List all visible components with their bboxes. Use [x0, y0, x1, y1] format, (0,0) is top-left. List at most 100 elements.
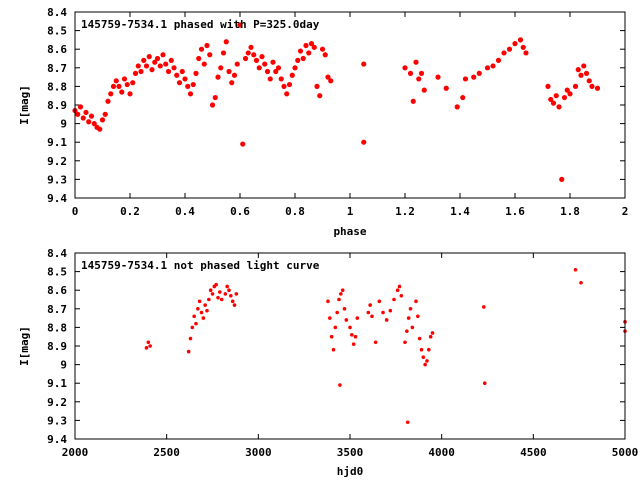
- unphased-data-point: [417, 336, 422, 341]
- unphased-data-point: [196, 307, 200, 311]
- phased-data-point: [270, 59, 276, 65]
- phased-light-curve-chart: 0 0.2 0.4 0.6 0.8 1 1.2 1.4 1.6 1.8 2 8.4 8.5 8.6 8.7 8…: [18, 6, 628, 238]
- phased-data-point: [141, 57, 147, 63]
- unphased-data-point: [333, 325, 338, 330]
- unphased-data-point: [197, 299, 202, 304]
- phased-data-point: [319, 46, 326, 52]
- phased-data-point: [77, 104, 84, 110]
- phased-data-point: [143, 63, 150, 69]
- phased-data-point: [308, 41, 315, 47]
- phased-data-point: [105, 98, 111, 104]
- unphased-data-point: [225, 284, 229, 289]
- phased-x-tick-label: 2: [622, 205, 629, 218]
- unphased-y-tick-label: 8.9: [47, 340, 67, 353]
- unphased-y-axis-label: I[mag]: [18, 326, 31, 366]
- unphased-x-tick-label: 4500: [520, 446, 547, 459]
- phased-data-point: [517, 37, 524, 43]
- unphased-y-tick-label: 8.6: [47, 284, 67, 297]
- phased-data-point: [218, 65, 224, 71]
- unphased-data-point: [421, 355, 426, 359]
- unphased-data-point: [405, 420, 410, 425]
- unphased-data-point: [419, 347, 424, 352]
- unphased-data-point: [351, 342, 356, 346]
- unphased-data-point: [214, 282, 218, 287]
- unphased-x-tick-label: 3000: [245, 446, 272, 459]
- phased-data-point: [226, 68, 232, 75]
- phased-data-point: [193, 70, 199, 76]
- phased-y-tick-label: 9.2: [47, 155, 67, 168]
- phased-data-point: [108, 91, 114, 97]
- unphased-data-point: [230, 299, 235, 304]
- phased-data-point: [322, 52, 328, 58]
- phased-data-point: [567, 91, 573, 97]
- phased-y-tick-label: 9: [60, 118, 67, 131]
- phased-data-point: [295, 57, 301, 63]
- phased-data-point: [251, 52, 257, 58]
- phased-data-point: [418, 70, 425, 76]
- phased-data-point: [253, 57, 260, 63]
- phased-y-tick-label: 8.6: [47, 43, 67, 56]
- phased-data-point: [306, 50, 312, 56]
- unphased-data-point: [423, 362, 427, 367]
- unphased-data-point: [384, 318, 389, 322]
- unphased-data-point: [397, 284, 402, 289]
- phased-data-point: [207, 52, 213, 58]
- unphased-plot-frame: [74, 252, 626, 440]
- phased-data-point: [212, 94, 218, 101]
- phased-data-point: [209, 102, 216, 108]
- phased-data-point: [281, 83, 287, 89]
- phased-data-point: [512, 41, 518, 47]
- unphased-y-tick-label: 8.4: [47, 247, 67, 260]
- phased-data-point: [237, 22, 243, 28]
- unphased-x-tick-label: 4000: [428, 446, 455, 459]
- unphased-data-point: [342, 307, 347, 311]
- phased-data-point: [234, 61, 240, 67]
- phased-x-tick-label: 1.8: [560, 205, 580, 218]
- unphased-data-point: [146, 340, 151, 345]
- phased-data-point: [231, 72, 238, 78]
- phased-ticks: 0 0.2 0.4 0.6 0.8 1 1.2 1.4 1.6 1.8 2 8.4 8.5 8.6 8.7 8…: [47, 6, 628, 218]
- phased-data-point: [80, 115, 86, 121]
- unphased-data-point: [234, 292, 239, 296]
- phased-data-point: [545, 83, 551, 89]
- unphased-data-point: [201, 316, 206, 320]
- unphased-data-point: [399, 293, 404, 298]
- phased-x-tick-label: 0.2: [120, 205, 140, 218]
- phased-x-axis-label: phase: [333, 225, 366, 238]
- phased-data-point: [102, 111, 108, 117]
- unphased-points: [144, 267, 627, 425]
- unphased-data-point: [408, 307, 413, 311]
- phased-data-point: [490, 63, 496, 69]
- phased-data-point: [410, 98, 416, 104]
- phased-data-point: [506, 46, 513, 52]
- phased-data-point: [484, 65, 491, 71]
- phased-y-tick-label: 9.4: [47, 192, 67, 205]
- phased-data-point: [317, 93, 323, 99]
- unphased-y-tick-label: 8.7: [47, 303, 67, 316]
- unphased-y-tick-label: 9.1: [47, 377, 67, 390]
- unphased-data-point: [482, 381, 487, 386]
- phased-data-point: [163, 61, 169, 67]
- unphased-data-point: [482, 305, 486, 309]
- phased-data-point: [165, 68, 172, 75]
- unphased-data-point: [416, 314, 420, 319]
- phased-data-point: [171, 65, 177, 71]
- phased-data-point: [174, 72, 180, 78]
- unphased-data-point: [353, 334, 358, 339]
- unphased-data-point: [350, 333, 354, 337]
- phased-data-point: [443, 85, 449, 91]
- phased-data-point: [311, 44, 317, 50]
- phased-data-point: [462, 76, 469, 82]
- phased-data-point: [132, 70, 139, 76]
- phased-data-point: [245, 50, 251, 56]
- phased-data-point: [182, 76, 188, 82]
- unphased-data-point: [326, 299, 330, 304]
- phased-data-point: [242, 55, 249, 62]
- phased-data-point: [550, 100, 557, 106]
- phased-data-point: [154, 55, 161, 62]
- unphased-data-point: [148, 344, 152, 348]
- unphased-data-point: [573, 267, 578, 272]
- unphased-data-point: [328, 316, 332, 320]
